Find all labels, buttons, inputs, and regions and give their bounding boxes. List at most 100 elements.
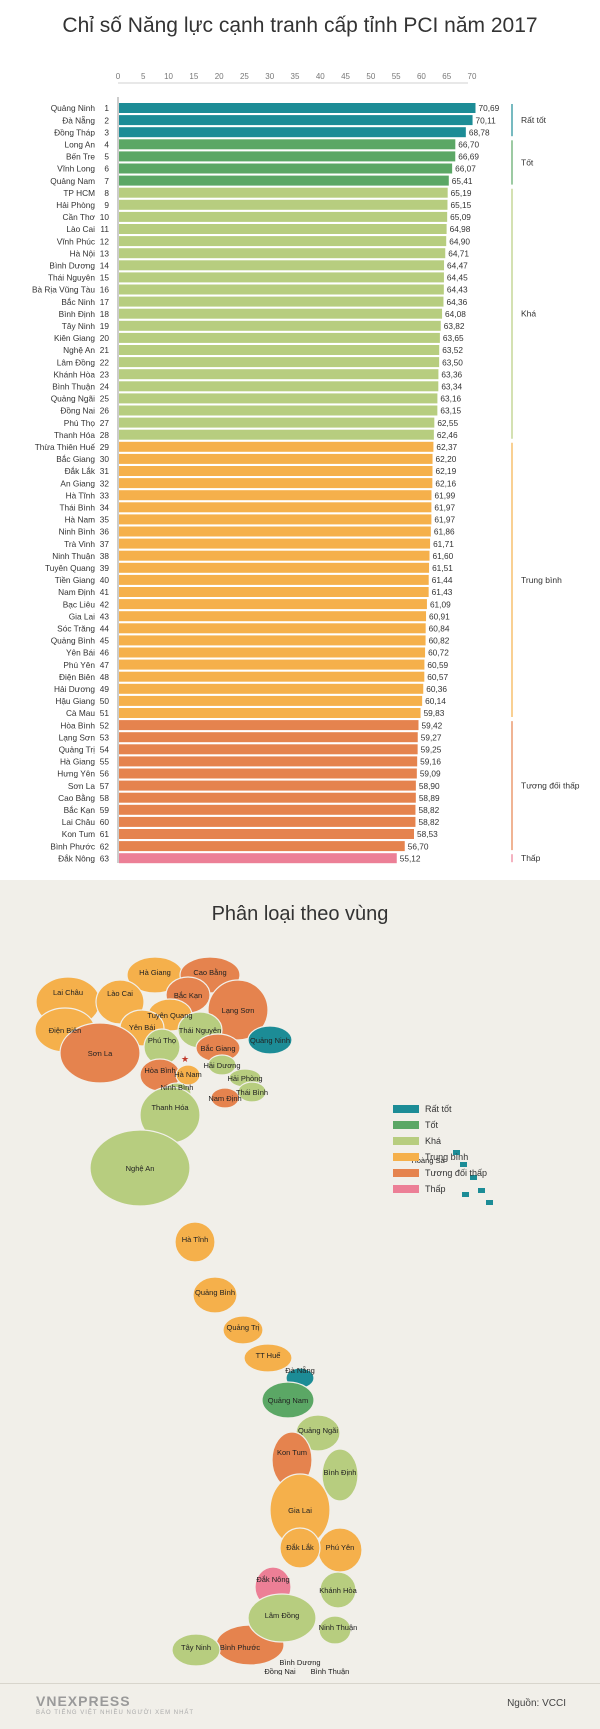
- bar: [119, 647, 426, 658]
- value-label: 60,36: [426, 684, 447, 694]
- rank-label: 39: [100, 563, 110, 573]
- bar: [119, 683, 424, 694]
- bar: [119, 115, 473, 126]
- category-label: Quảng Nam: [50, 176, 95, 186]
- map-label: Tây Ninh: [181, 1643, 211, 1652]
- bar: [119, 296, 444, 307]
- bar: [119, 163, 453, 174]
- value-label: 62,37: [436, 442, 457, 452]
- bar: [119, 417, 435, 428]
- vnexpress-logo: VNEXPRESS: [36, 1693, 131, 1709]
- category-label: TP HCM: [63, 188, 95, 198]
- bar: [119, 514, 432, 525]
- category-label: Ninh Bình: [59, 527, 96, 537]
- category-label: Đắk Nông: [58, 853, 95, 863]
- value-label: 56,70: [408, 841, 429, 851]
- category-label: Sóc Trăng: [57, 624, 95, 634]
- rank-label: 49: [100, 684, 110, 694]
- province-shape: [237, 1081, 267, 1103]
- group-label: Tương đối thấp: [521, 781, 580, 791]
- rank-label: 44: [100, 624, 110, 634]
- rank-label: 54: [100, 745, 110, 755]
- x-tick-label: 25: [240, 72, 249, 81]
- chart-title: Chỉ số Năng lực cạnh tranh cấp tỉnh PCI …: [62, 14, 538, 37]
- value-label: 64,08: [445, 309, 466, 319]
- bar: [119, 611, 427, 622]
- bar: [119, 623, 426, 634]
- category-label: Kon Tum: [62, 829, 95, 839]
- value-label: 64,90: [449, 236, 470, 246]
- category-label: Nghệ An: [63, 345, 95, 355]
- rank-label: 8: [104, 188, 109, 198]
- bar: [119, 369, 439, 380]
- rank-label: 4: [104, 140, 109, 150]
- bar: [119, 744, 418, 755]
- category-label: Hải Phòng: [56, 200, 95, 210]
- category-label: Tiền Giang: [55, 575, 96, 585]
- category-label: Cao Bằng: [58, 793, 95, 803]
- category-label: Kiên Giang: [54, 333, 95, 343]
- rank-label: 35: [100, 515, 110, 525]
- bar: [119, 466, 433, 476]
- map-label: Bình Dương: [279, 1658, 320, 1667]
- rank-label: 37: [100, 539, 110, 549]
- map-label: Thanh Hóa: [151, 1103, 189, 1112]
- group-label: Trung bình: [521, 575, 562, 585]
- value-label: 63,34: [441, 382, 462, 392]
- rank-label: 24: [100, 382, 110, 392]
- map-label: Sơn La: [88, 1049, 113, 1058]
- bar: [119, 405, 438, 416]
- bar: [119, 587, 429, 597]
- rank-label: 56: [100, 769, 110, 779]
- category-label: Cần Thơ: [63, 212, 96, 222]
- x-tick-label: 35: [291, 72, 300, 81]
- category-label: Hà Nam: [65, 515, 96, 525]
- bar: [119, 853, 397, 864]
- rank-label: 26: [100, 406, 110, 416]
- category-label: Đồng Tháp: [54, 127, 95, 137]
- category-label: Hà Nội: [70, 248, 96, 258]
- rank-label: 34: [100, 503, 110, 513]
- rank-label: 63: [100, 853, 110, 863]
- bar: [119, 816, 416, 827]
- legend-item: Trung bình: [393, 1149, 487, 1165]
- legend-swatch: [393, 1153, 419, 1161]
- value-label: 65,15: [450, 200, 471, 210]
- rank-label: 59: [100, 805, 110, 815]
- value-label: 60,84: [429, 624, 450, 634]
- value-label: 65,19: [451, 188, 472, 198]
- map-label: Bình Thuận: [311, 1667, 350, 1675]
- map-label: Gia Lai: [288, 1506, 312, 1515]
- category-label: Bình Định: [59, 309, 96, 319]
- rank-label: 40: [100, 575, 110, 585]
- value-label: 59,83: [424, 708, 445, 718]
- map-label: Ninh Bình: [161, 1083, 194, 1092]
- map-label: Hải Phòng: [227, 1074, 262, 1083]
- map-label: Quảng Ngãi: [298, 1426, 338, 1435]
- map-label: TT Huế: [256, 1351, 282, 1360]
- legend-label: Trung bình: [425, 1152, 469, 1162]
- map-label: Bắc Kạn: [174, 991, 202, 1000]
- x-tick-label: 0: [116, 72, 121, 81]
- map-label: Hà Tĩnh: [182, 1235, 209, 1244]
- rank-label: 48: [100, 672, 110, 682]
- map-label: Điện Biên: [49, 1026, 82, 1035]
- category-label: Điện Biên: [59, 672, 95, 682]
- logo-tagline: BÁO TIẾNG VIỆT NHIỀU NGƯỜI XEM NHẤT: [36, 1710, 195, 1716]
- category-label: Vĩnh Long: [57, 164, 95, 174]
- x-tick-label: 40: [316, 72, 325, 81]
- bar: [119, 695, 423, 706]
- bar: [119, 429, 434, 440]
- rank-label: 21: [100, 345, 110, 355]
- rank-label: 28: [100, 430, 110, 440]
- rank-label: 36: [100, 527, 110, 537]
- rank-label: 50: [100, 696, 110, 706]
- value-label: 58,53: [417, 829, 438, 839]
- rank-label: 62: [100, 841, 110, 851]
- rank-label: 42: [100, 599, 110, 609]
- province-shape: [321, 1448, 359, 1502]
- province-shape: [261, 1381, 315, 1419]
- value-label: 62,46: [437, 430, 458, 440]
- group-label: Tốt: [521, 157, 534, 167]
- bar: [119, 187, 448, 198]
